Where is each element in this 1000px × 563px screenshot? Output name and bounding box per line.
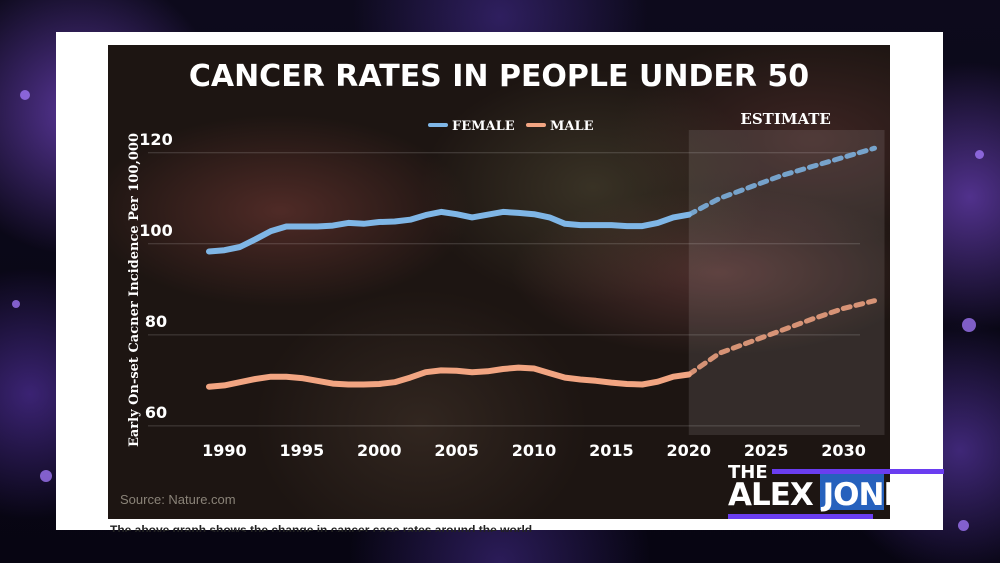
show-logo: THE ALEX JONES SHOW — [728, 462, 948, 532]
y-tick-label: 100 — [139, 221, 172, 240]
x-tick-label: 2025 — [744, 441, 789, 460]
y-tick-label: 60 — [145, 403, 167, 422]
logo-bar — [728, 514, 873, 519]
y-tick-label: 120 — [139, 130, 172, 149]
bokeh-dot — [975, 150, 984, 159]
source-credit: Source: Nature.com — [120, 492, 236, 507]
bokeh-dot — [958, 520, 969, 531]
estimate-label: ESTIMATE — [740, 110, 830, 128]
x-tick-label: 2030 — [821, 441, 866, 460]
estimate-line-male — [686, 298, 877, 377]
bokeh-dot — [12, 300, 20, 308]
legend-label: FEMALE — [452, 119, 515, 134]
chart-image: ESTIMATE 60 80 100 120 1990 1995 2000 2005 2010 20… — [108, 45, 890, 519]
line-chart: ESTIMATE 60 80 100 120 1990 1995 2000 2005 2010 20… — [127, 110, 885, 460]
series-line-male — [206, 364, 692, 390]
y-axis-label: Early On-set Cacner Incidence Per 100,00… — [127, 133, 142, 447]
article-caption: The above graph shows the change in canc… — [110, 523, 533, 532]
bokeh-dot — [40, 470, 52, 482]
bokeh-dot — [962, 318, 976, 332]
x-tick-label: 1990 — [202, 441, 247, 460]
logo-name: ALEX JONES — [728, 477, 926, 513]
logo-badge — [820, 474, 884, 510]
legend-label: MALE — [550, 119, 594, 134]
bokeh-dot — [20, 90, 30, 100]
logo-show: SHOW — [892, 514, 942, 530]
y-tick-label: 80 — [145, 312, 167, 331]
chart-title: CANCER RATES IN PEOPLE UNDER 50 — [188, 59, 810, 94]
x-tick-label: 2015 — [589, 441, 634, 460]
x-tick-label: 1995 — [280, 441, 325, 460]
estimate-region — [688, 130, 885, 435]
x-tick-label: 2010 — [512, 441, 557, 460]
logo-bar — [772, 469, 944, 474]
logo-the: THE — [728, 462, 768, 483]
x-tick-label: 2000 — [357, 441, 402, 460]
estimate-line-female — [686, 145, 877, 218]
series-line-female — [206, 208, 692, 255]
x-tick-label: 2020 — [667, 441, 712, 460]
x-tick-label: 2005 — [434, 441, 479, 460]
